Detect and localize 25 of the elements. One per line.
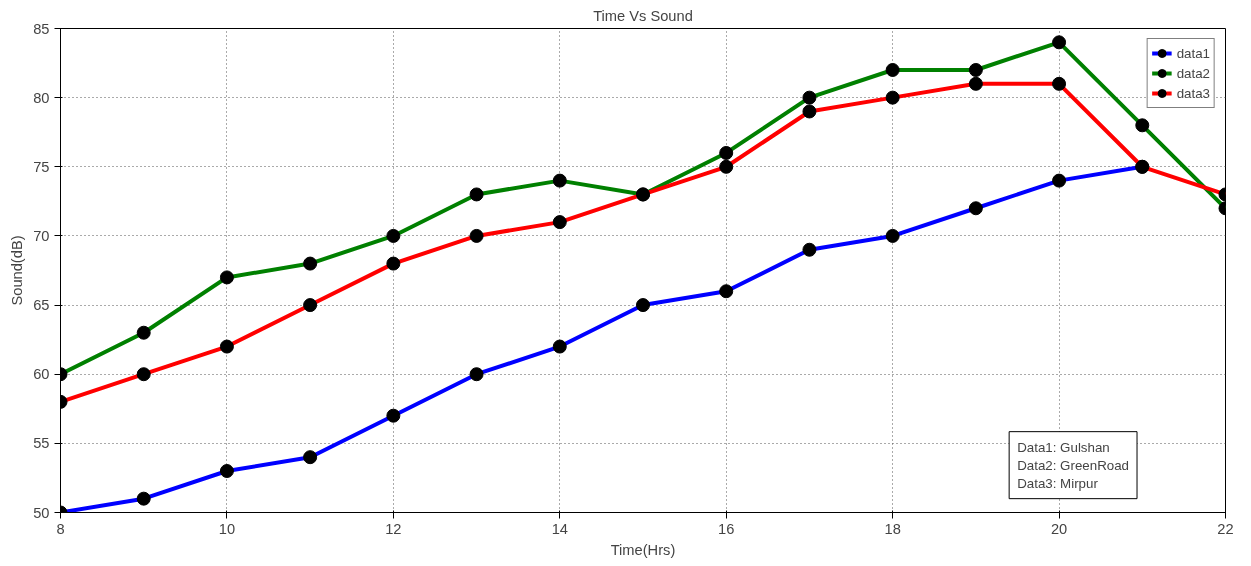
y-tick-label: 65 <box>33 297 50 314</box>
y-tick-label: 75 <box>33 158 50 175</box>
legend-label: data2 <box>1176 65 1210 81</box>
legend-label: data3 <box>1176 85 1210 101</box>
y-tick-label: 60 <box>33 366 50 383</box>
y-axis-title: Sound(dB) <box>9 235 26 306</box>
x-tick-label: 12 <box>385 520 402 537</box>
x-tick-label: 20 <box>1050 520 1068 537</box>
legend-label: data1 <box>1176 45 1210 61</box>
x-tick-label: 18 <box>884 520 901 537</box>
chart-title: Time Vs Sound <box>593 7 693 24</box>
annotation: Data3: Mirpur <box>1017 475 1099 491</box>
x-tick-label: 8 <box>56 520 65 537</box>
annotation: Data2: GreenRoad <box>1017 457 1130 473</box>
y-tick-label: 85 <box>33 20 50 37</box>
x-tick-label: 10 <box>218 520 236 537</box>
y-tick-label: 80 <box>33 89 50 106</box>
y-tick-label: 55 <box>33 435 50 452</box>
x-axis-title: Time(Hrs) <box>610 541 676 558</box>
annotation: Data1: Gulshan <box>1017 439 1110 455</box>
y-tick-label: 50 <box>33 504 50 521</box>
x-tick-label: 14 <box>551 520 568 537</box>
x-tick-label: 16 <box>718 520 735 537</box>
x-tick-label: 22 <box>1217 520 1234 537</box>
y-tick-label: 70 <box>33 227 50 244</box>
